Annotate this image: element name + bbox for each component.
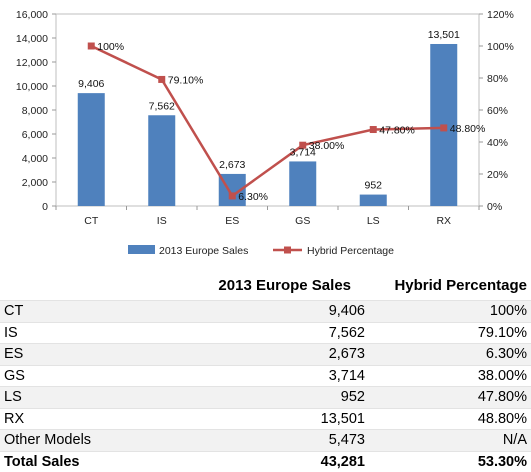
line-marker-ct: [87, 42, 95, 50]
header-hybrid-percentage: Hybrid Percentage: [371, 270, 531, 301]
cell-name: ES: [0, 343, 150, 365]
table-row: LS 952 47.80%: [0, 386, 531, 408]
combo-chart: 0 2,000 4,000 6,000 8,000 10,000 12,000 14,000 1…: [0, 9, 531, 271]
cell-sales: 9,406: [150, 300, 371, 322]
right-axis-tick-label: 80%: [487, 73, 508, 85]
bar-gs: [289, 161, 317, 206]
cell-name: RX: [0, 407, 150, 430]
cell-name: Other Models: [0, 429, 150, 451]
cell-sales: 5,473: [150, 429, 371, 451]
bar-ct: [77, 93, 105, 206]
cell-sales: 13,501: [150, 407, 371, 430]
hybrid-percentage-line: [90, 44, 444, 198]
right-axis-tick-label: 120%: [487, 9, 514, 21]
line-data-label: 100%: [97, 41, 124, 53]
right-axis-tick-label: 40%: [487, 137, 508, 149]
cell-name: LS: [0, 386, 150, 408]
cell-sales: 2,673: [150, 343, 371, 365]
right-axis-tick-label: 20%: [487, 169, 508, 181]
header-blank: [0, 270, 150, 301]
left-axis-tick-label: 4,000: [22, 153, 48, 165]
header-europe-sales: 2013 Europe Sales: [150, 270, 371, 301]
left-axis-tick-label: 16,000: [16, 9, 48, 21]
line-data-label: 47.80%: [379, 125, 415, 137]
line-marker-rx: [440, 124, 448, 132]
legend-bar-label: 2013 Europe Sales: [159, 245, 248, 257]
right-axis-tick-label: 0%: [487, 201, 502, 213]
line-marker-is: [158, 75, 166, 83]
line-marker-ls: [369, 126, 377, 134]
legend-line-marker: [284, 246, 291, 254]
cell-name: GS: [0, 364, 150, 387]
x-axis-category-label: LS: [367, 215, 380, 227]
cell-hybrid: 53.30%: [371, 450, 531, 472]
line-data-label: 79.10%: [168, 74, 204, 86]
line-marker-es: [228, 192, 236, 200]
bar-ls: [359, 194, 387, 206]
x-axis-category-label: IS: [157, 215, 167, 227]
left-axis-tick-label: 0: [42, 201, 48, 213]
left-axis-tick-label: 10,000: [16, 81, 48, 93]
chart-svg: 0 2,000 4,000 6,000 8,000 10,000 12,000 14,000 1…: [16, 9, 514, 257]
table-row: GS 3,714 38.00%: [0, 364, 531, 387]
bar-data-label: 2,673: [219, 159, 245, 171]
x-axis-category-label: ES: [225, 215, 239, 227]
line-data-label: 6.30%: [238, 191, 268, 203]
cell-hybrid: N/A: [371, 429, 531, 451]
bar-data-label: 7,562: [149, 100, 175, 112]
cell-hybrid: 79.10%: [371, 321, 531, 344]
cell-name: IS: [0, 321, 150, 344]
table-row: CT 9,406 100%: [0, 300, 531, 322]
right-axis-tick-label: 100%: [487, 41, 514, 53]
cell-sales: 952: [150, 386, 371, 408]
line-data-label: 38.00%: [309, 140, 345, 152]
left-axis-tick-label: 12,000: [16, 57, 48, 69]
right-axis-tick-label: 60%: [487, 105, 508, 117]
left-axis-tick-label: 8,000: [22, 105, 48, 117]
line-data-label: 48.80%: [450, 123, 486, 135]
bar-data-label: 952: [364, 180, 382, 192]
left-axis-tick-label: 14,000: [16, 33, 48, 45]
cell-name: Total Sales: [0, 450, 150, 472]
bar-data-label: 3,714: [290, 146, 316, 158]
cell-sales: 7,562: [150, 321, 371, 344]
x-axis-category-label: CT: [84, 215, 99, 227]
line-marker-gs: [299, 141, 307, 149]
cell-hybrid: 6.30%: [371, 343, 531, 365]
cell-hybrid: 47.80%: [371, 386, 531, 408]
cell-sales: 3,714: [150, 364, 371, 387]
x-axis-category-label: GS: [295, 215, 310, 227]
cell-hybrid: 100%: [371, 300, 531, 322]
table-total-row: Total Sales 43,281 53.30%: [0, 450, 531, 472]
table-header-row: 2013 Europe Sales Hybrid Percentage: [0, 270, 531, 301]
table-row: IS 7,562 79.10%: [0, 321, 531, 344]
legend-line-label: Hybrid Percentage: [307, 245, 394, 257]
x-axis-category-label: RX: [436, 215, 451, 227]
cell-hybrid: 48.80%: [371, 407, 531, 430]
table-row: ES 2,673 6.30%: [0, 343, 531, 365]
bar-data-label: 13,501: [428, 29, 460, 41]
table-row: RX 13,501 48.80%: [0, 407, 531, 430]
cell-name: CT: [0, 300, 150, 322]
left-axis-tick-label: 2,000: [22, 177, 48, 189]
legend-bar-swatch: [128, 245, 155, 254]
sales-data-table: 2013 Europe Sales Hybrid Percentage CT 9,…: [0, 270, 531, 472]
table-row: Other Models 5,473 N/A: [0, 429, 531, 451]
bar-data-label: 9,406: [78, 78, 104, 90]
cell-sales: 43,281: [150, 450, 371, 472]
bar-is: [148, 115, 176, 206]
cell-hybrid: 38.00%: [371, 364, 531, 387]
left-axis-tick-label: 6,000: [22, 129, 48, 141]
